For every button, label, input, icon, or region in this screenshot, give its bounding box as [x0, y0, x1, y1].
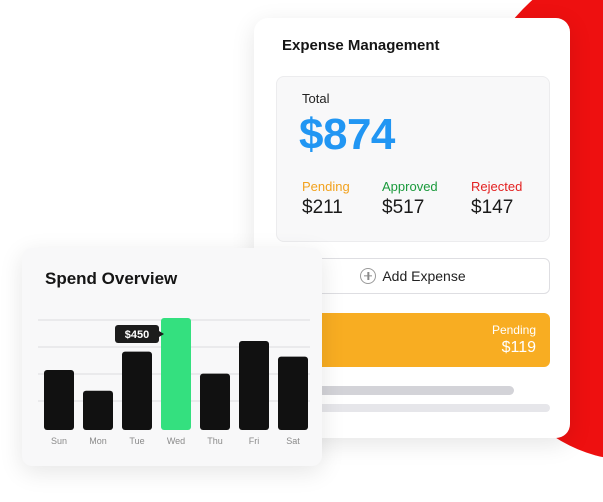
chart-bar[interactable]	[44, 370, 74, 430]
status-approved: Approved $517	[382, 179, 438, 219]
status-rejected: Rejected $147	[471, 179, 522, 219]
chart-tick-label: Wed	[167, 436, 185, 446]
chart-tooltip-box	[115, 325, 159, 343]
chart-tick-label: Thu	[207, 436, 223, 446]
chart-tooltip-label: $450	[125, 329, 149, 341]
expense-item-status: Pending	[491, 323, 536, 337]
spend-overview-title: Spend Overview	[45, 269, 178, 288]
chart-tick-label: Fri	[249, 436, 260, 446]
chart-tick-label: Mon	[89, 436, 107, 446]
status-pending-value: $211	[302, 197, 343, 218]
chart-tick-label: Sat	[286, 436, 300, 446]
expense-card-title: Expense Management	[282, 37, 440, 54]
status-pending: Pending $211	[302, 179, 350, 219]
chart-bar[interactable]	[239, 341, 269, 430]
status-approved-value: $517	[382, 197, 425, 218]
spend-overview-card: Spend Overview Sun Mon Tue Wed Thu Fri Sat $450	[22, 248, 322, 466]
chart-bar[interactable]	[278, 356, 308, 430]
status-approved-label: Approved	[382, 179, 438, 194]
chart-tick-label: Sun	[51, 436, 67, 446]
total-label: Total	[302, 91, 330, 106]
chart-bar[interactable]	[122, 351, 152, 430]
spend-bar-chart: Sun Mon Tue Wed Thu Fri Sat $450	[38, 318, 310, 446]
chart-bar[interactable]	[200, 373, 230, 430]
skeleton-line	[312, 404, 550, 412]
total-value: $874	[299, 110, 395, 159]
skeleton-line	[312, 386, 514, 395]
chart-tooltip-pointer	[159, 331, 164, 337]
chart-bar[interactable]	[83, 390, 113, 430]
expense-management-card: Expense Management Total $874 Pending $2…	[254, 18, 570, 438]
status-rejected-value: $147	[471, 197, 514, 218]
chart-tick-label: Tue	[129, 436, 144, 446]
status-rejected-label: Rejected	[471, 179, 523, 194]
expense-item-amount: $119	[501, 339, 536, 356]
add-expense-label: Add Expense	[382, 268, 466, 284]
chart-bar[interactable]	[161, 318, 191, 430]
total-panel: Total $874 Pending $211 Approved $517 Re…	[276, 76, 550, 242]
status-pending-label: Pending	[302, 179, 350, 194]
plus-circle-icon	[360, 268, 377, 284]
